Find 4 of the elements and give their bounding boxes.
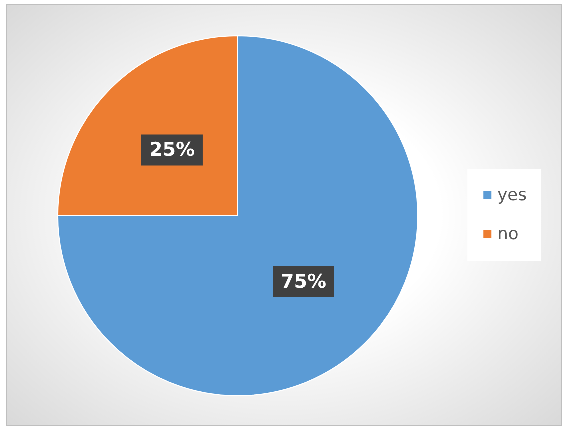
data-label: 75% [281,270,327,293]
data-label: 25% [149,139,195,162]
legend-label: yes [498,186,528,206]
legend-label: no [498,224,519,244]
